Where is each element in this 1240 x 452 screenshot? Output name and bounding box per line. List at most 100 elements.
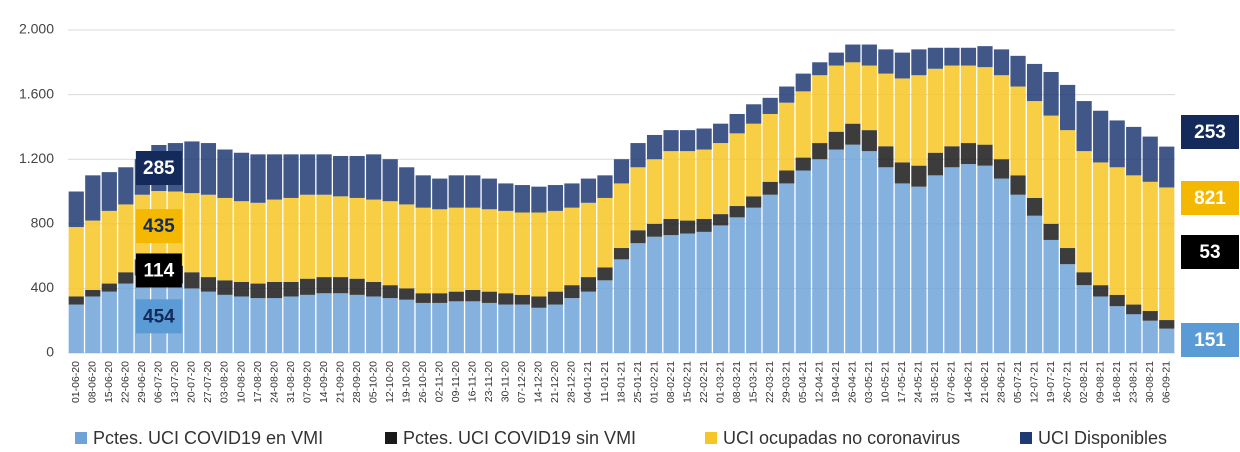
bar-segment [349, 155, 365, 198]
bar-segment [812, 159, 828, 353]
x-tick-label: 25-01-21 [632, 361, 644, 403]
x-tick-label: 28-09-20 [351, 361, 363, 403]
bar-segment [613, 159, 630, 184]
bar-segment [1043, 223, 1059, 240]
x-tick-label: 04-01-21 [582, 361, 594, 403]
bar-segment [1060, 84, 1076, 131]
bar-segment [812, 143, 828, 160]
bar-segment [613, 183, 630, 249]
bar-segment [432, 178, 448, 210]
bar-segment [845, 62, 861, 124]
bar-segment [646, 236, 663, 353]
bar-segment [630, 243, 646, 353]
bar-segment [101, 172, 117, 211]
bar-segment [564, 298, 580, 353]
bar-segment [498, 293, 514, 305]
bar-segment [382, 298, 398, 353]
bar-segment [878, 146, 894, 168]
bar-segment [1076, 272, 1092, 286]
bar-segment [531, 307, 547, 353]
bar-segment [878, 167, 894, 353]
x-tick-label: 13-07-20 [169, 361, 181, 403]
x-tick-label: 31-05-21 [929, 361, 941, 403]
x-tick-label: 31-08-20 [285, 361, 297, 403]
bar-segment [679, 130, 696, 152]
x-tick-label: 01-02-21 [648, 361, 660, 403]
x-tick-label: 02-11-20 [434, 361, 446, 402]
bar-segment [233, 152, 250, 202]
x-tick-label: 05-10-20 [367, 361, 379, 403]
x-tick-label: 06-09-21 [1161, 361, 1173, 403]
x-tick-label: 17-05-21 [896, 361, 908, 403]
bar-segment [68, 304, 84, 353]
x-tick-label: 10-08-20 [235, 361, 247, 403]
bar-segment [299, 278, 316, 295]
bar-segment [663, 218, 679, 236]
bar-segment [977, 144, 993, 166]
x-tick-label: 26-10-20 [417, 361, 429, 403]
bar-segment [927, 47, 944, 69]
x-tick-label: 08-03-21 [731, 361, 743, 403]
data-label-box [135, 253, 182, 288]
bar-segment [432, 209, 448, 294]
x-tick-label: 09-11-20 [450, 361, 462, 402]
bar-segment [233, 201, 250, 282]
bar-segment [845, 44, 861, 63]
x-tick-label: 05-07-21 [1012, 361, 1024, 403]
bar-segment [993, 159, 1010, 179]
bar-segment [911, 75, 927, 166]
y-tick-label: 2.000 [19, 21, 54, 37]
bar-segment [514, 212, 530, 295]
bar-segment [233, 296, 250, 353]
bar-segment [85, 290, 101, 297]
bar-segment [1142, 181, 1158, 312]
x-tick-label: 27-07-20 [202, 361, 214, 403]
bar-segment [1076, 101, 1092, 152]
bar-segment [845, 144, 861, 353]
bar-segment [283, 154, 299, 198]
bar-segment [646, 159, 663, 224]
bar-segment [713, 214, 729, 226]
bar-segment [283, 281, 299, 297]
x-tick-label: 17-08-20 [252, 361, 264, 403]
bar-segment [1010, 175, 1026, 195]
bar-segment [762, 194, 778, 353]
bar-segment [1010, 86, 1026, 176]
bar-segment [366, 281, 382, 297]
bar-segment [580, 291, 597, 353]
x-tick-label: 07-06-21 [946, 361, 958, 403]
bar-segment [564, 285, 580, 299]
bar-segment [580, 277, 597, 292]
bar-segment [713, 143, 729, 215]
bar-segment [266, 281, 283, 299]
bar-segment [316, 277, 332, 294]
y-tick-label: 800 [31, 215, 55, 231]
bar-segment [713, 123, 729, 144]
bar-segment [531, 212, 547, 297]
bar-segment [646, 134, 663, 160]
bar-segment [828, 149, 844, 353]
x-tick-label: 11-01-21 [599, 361, 611, 402]
data-label: 821 [1194, 188, 1226, 209]
bar-segment [85, 296, 101, 353]
bar-segment [729, 206, 745, 218]
bar-segment [1159, 320, 1175, 329]
bar-segment [415, 207, 431, 294]
bar-segment [415, 302, 431, 353]
x-tick-label: 14-06-21 [962, 361, 974, 403]
bar-segment [911, 186, 927, 353]
y-tick-label: 1.200 [19, 150, 54, 166]
x-tick-label: 09-08-21 [1094, 361, 1106, 403]
bar-segment [878, 49, 894, 74]
bar-segment [250, 154, 266, 203]
bar-segment [316, 194, 332, 278]
bar-segment [184, 193, 200, 273]
x-tick-label: 10-05-21 [880, 361, 892, 403]
bar-segment [266, 199, 283, 282]
bar-segment [828, 65, 844, 132]
bar-segment [1093, 110, 1109, 163]
bar-segment [630, 230, 646, 244]
bar-segment [101, 291, 117, 353]
bar-segment [663, 235, 679, 353]
bar-segment [1010, 194, 1026, 353]
